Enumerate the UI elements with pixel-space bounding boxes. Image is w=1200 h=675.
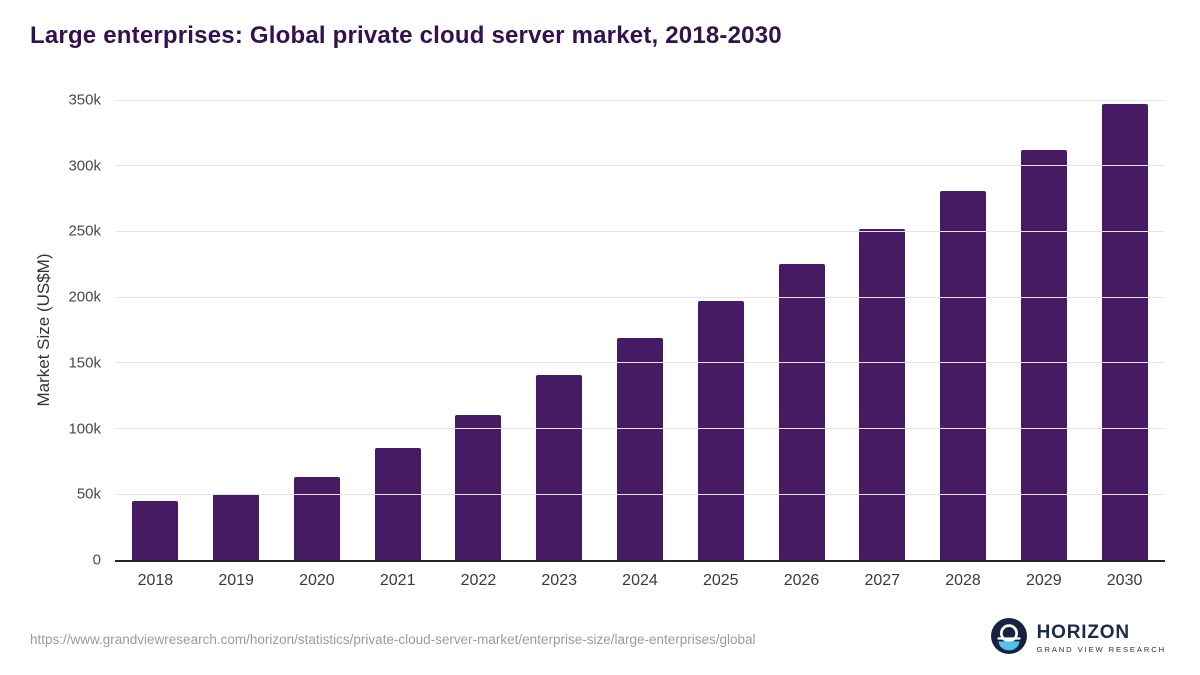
brand-name: HORIZON	[1036, 621, 1130, 643]
x-tick-label: 2029	[1026, 572, 1062, 589]
x-tick-label: 2028	[945, 572, 981, 589]
gridline	[115, 165, 1165, 167]
x-tick-label: 2022	[460, 572, 497, 589]
bar-column-2021	[357, 100, 438, 560]
bar-column-2019	[196, 100, 277, 560]
y-tick-label: 150k	[68, 354, 101, 372]
y-tick-label: 200k	[68, 288, 101, 306]
y-tick-label: 50k	[76, 485, 101, 503]
brand-logo: HORIZON GRAND VIEW RESEARCH	[990, 618, 1166, 659]
bar-2028	[940, 191, 987, 560]
bar-column-2026	[761, 100, 842, 560]
x-tick-label: 2020	[299, 572, 335, 589]
bar-2019	[213, 494, 260, 560]
bar-column-2027	[842, 100, 923, 560]
bar-series	[115, 100, 1165, 560]
bar-column-2023	[519, 100, 600, 560]
gridline	[115, 493, 1165, 495]
gridline	[115, 362, 1165, 364]
bar-column-2025	[680, 100, 761, 560]
y-axis-title: Market Size (US$M)	[34, 253, 53, 407]
y-tick-label: 350k	[68, 91, 101, 109]
x-axis-labels: 2018 2019 2020 2021 2022 2023 2024 2025 2026 2027…	[115, 572, 1165, 590]
gridline	[115, 296, 1165, 298]
gridline	[115, 230, 1165, 232]
horizon-logo-icon	[990, 618, 1027, 659]
bar-2021	[374, 448, 421, 560]
gridline	[115, 428, 1165, 430]
page-title: Large enterprises: Global private cloud …	[30, 22, 782, 49]
x-tick-label: 2027	[864, 572, 901, 589]
x-tick-label: 2019	[218, 572, 254, 589]
bar-2022	[455, 415, 502, 560]
bar-2018	[132, 501, 179, 560]
bar-column-2018	[115, 100, 196, 560]
plot-area: 0 50k 100k 150k 200k 250k 300k 350k	[68, 92, 1165, 569]
bar-2026	[778, 264, 825, 560]
x-tick-label: 2018	[137, 572, 174, 589]
bar-column-2022	[438, 100, 519, 560]
bar-column-2030	[1084, 100, 1165, 560]
bar-2027	[859, 229, 906, 560]
x-tick-label: 2021	[379, 572, 416, 589]
bar-2020	[293, 477, 340, 560]
y-tick-label: 0	[92, 551, 101, 569]
bar-2030	[1101, 104, 1148, 560]
y-tick-label: 100k	[68, 420, 101, 438]
brand-logo-text: HORIZON GRAND VIEW RESEARCH	[1036, 621, 1166, 654]
bar-2023	[536, 375, 583, 560]
y-tick-label: 250k	[68, 222, 101, 240]
bar-2024	[616, 338, 663, 560]
bar-column-2020	[277, 100, 358, 560]
bar-column-2028	[923, 100, 1004, 560]
y-tick-label: 300k	[68, 157, 101, 175]
gridline	[115, 99, 1165, 101]
x-tick-label: 2023	[541, 572, 577, 589]
bar-column-2029	[1003, 100, 1084, 560]
bar-2025	[697, 301, 744, 560]
brand-subtitle: GRAND VIEW RESEARCH	[1036, 644, 1166, 654]
x-tick-label: 2026	[783, 572, 820, 589]
bar-2029	[1020, 150, 1067, 560]
bar-column-2024	[600, 100, 681, 560]
x-tick-label: 2024	[622, 572, 658, 589]
x-tick-label: 2025	[702, 572, 739, 589]
x-tick-label: 2030	[1106, 572, 1143, 589]
source-url: https://www.grandviewresearch.com/horizo…	[30, 632, 756, 647]
